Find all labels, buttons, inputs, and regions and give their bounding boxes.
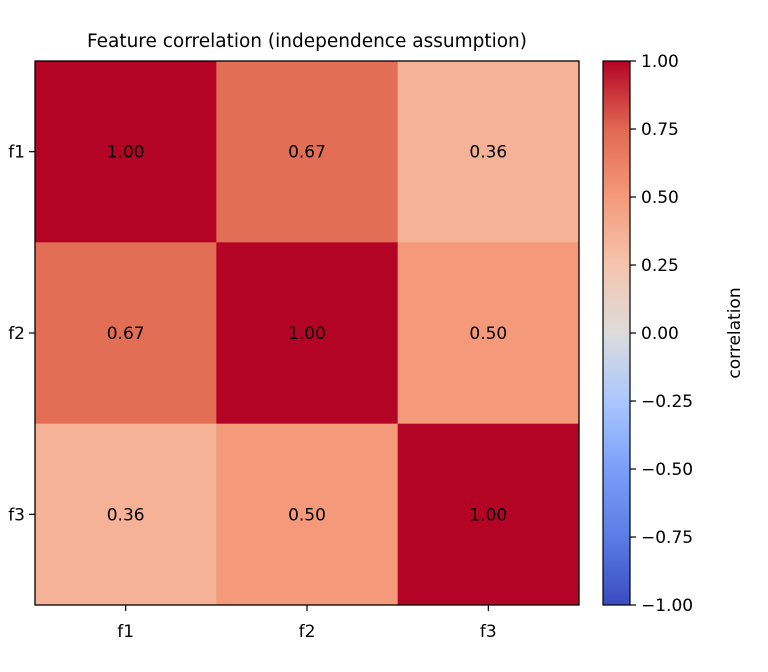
colorbar-axis: 1.00 0.75 0.50 0.25 0.00 −0.25 −0.50 −0.75 −1.00 [630, 52, 693, 616]
cell-label-f1-f2: 0.67 [288, 143, 326, 163]
heatmap-cells [35, 61, 580, 606]
colorbar-tick-label: 0.25 [641, 256, 679, 276]
heatmap-cell-f3-f3 [397, 423, 580, 606]
x-tick-label-f2: f2 [299, 622, 316, 642]
heatmap-cell-f1-f2 [216, 61, 399, 243]
cell-label-f3-f2: 0.50 [288, 505, 326, 525]
heatmap-cell-f3-f1 [35, 423, 217, 606]
cell-label-f2-f2: 1.00 [288, 324, 326, 344]
x-tick-label-f3: f3 [480, 622, 497, 642]
heatmap-cell-labels: 1.00 0.67 0.36 0.67 1.00 0.50 0.36 0.50 1.00 [107, 143, 508, 526]
colorbar-label: correlation [725, 287, 745, 378]
y-tick-label-f1: f1 [8, 143, 25, 163]
cell-label-f1-f3: 0.36 [469, 143, 507, 163]
heatmap-cell-f1-f3 [397, 61, 580, 243]
colorbar-tick-label: −0.50 [641, 460, 693, 480]
heatmap-cell-f2-f2 [216, 242, 399, 425]
cell-label-f3-f3: 1.00 [469, 505, 507, 525]
cell-label-f3-f1: 0.36 [107, 505, 145, 525]
cell-label-f2-f1: 0.67 [107, 324, 145, 344]
colorbar-tick-label: −0.25 [641, 392, 693, 412]
y-tick-label-f2: f2 [8, 324, 25, 344]
cell-label-f1-f1: 1.00 [107, 143, 145, 163]
y-axis: f1 f2 f3 [8, 143, 35, 525]
chart-title: Feature correlation (independence assump… [87, 31, 527, 52]
heatmap-cell-f3-f2 [216, 423, 399, 606]
colorbar-tick-label: 1.00 [641, 52, 679, 72]
colorbar-tick-label: −0.75 [641, 528, 693, 548]
heatmap-cell-f2-f1 [35, 242, 217, 425]
colorbar-tick-label: 0.75 [641, 120, 679, 140]
colorbar [602, 60, 631, 606]
colorbar-tick-label: 0.00 [641, 324, 679, 344]
x-axis: f1 f2 f3 [117, 605, 497, 642]
cell-label-f2-f3: 0.50 [469, 324, 507, 344]
x-tick-label-f1: f1 [117, 622, 134, 642]
heatmap-cell-f2-f3 [397, 242, 580, 425]
colorbar-tick-label: 0.50 [641, 188, 679, 208]
heatmap-cell-f1-f1 [35, 61, 217, 243]
y-tick-label-f3: f3 [8, 505, 25, 525]
colorbar-tick-label: −1.00 [641, 596, 693, 616]
